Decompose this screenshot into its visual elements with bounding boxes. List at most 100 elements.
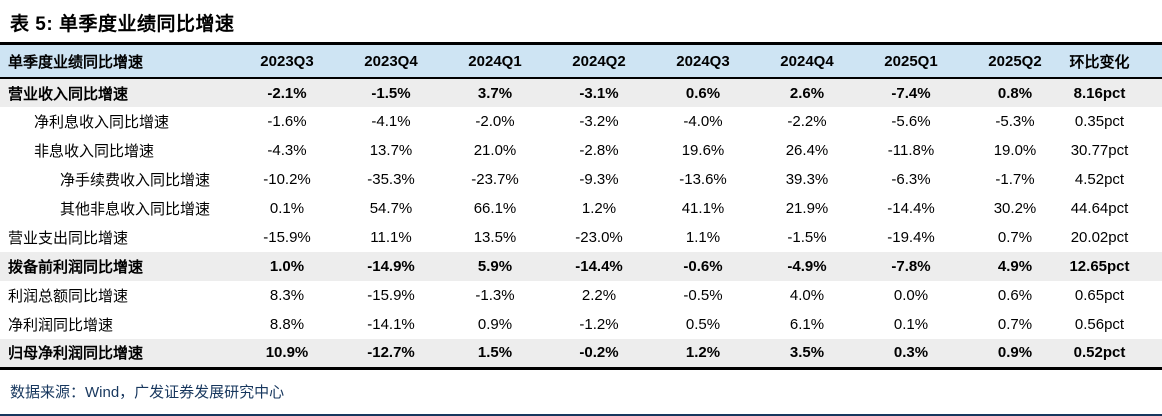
value-cell: -3.2% — [579, 113, 619, 130]
qoq-change-cell: 0.35pct — [1074, 113, 1125, 130]
value-cell: 6.1% — [789, 316, 825, 333]
title-rule — [0, 42, 1162, 45]
value-cell: -15.9% — [367, 287, 415, 304]
value-cell: -0.2% — [547, 339, 651, 370]
value-cell: -9.3% — [579, 171, 619, 188]
column-header: 2024Q3 — [651, 45, 755, 79]
value-cell: -12.7% — [339, 339, 443, 370]
value-cell: -4.3% — [267, 142, 307, 159]
value-cell: 2.2% — [581, 287, 617, 304]
table-row: 营业收入同比增速 -2.1% -1.5% 3.7% -3.1% 0.6% 2.6% -7.4%… — [0, 78, 1162, 107]
value-cell: 21.9% — [785, 200, 829, 217]
row-label: 净手续费收入同比增速 — [60, 172, 211, 189]
qoq-change-cell: 30.77pct — [1070, 142, 1129, 159]
value-cell: -0.6% — [683, 258, 723, 275]
column-header: 单季度业绩同比增速 — [0, 45, 235, 79]
value-cell: 0.6% — [685, 84, 721, 102]
column-header: 2023Q4 — [339, 45, 443, 79]
value-cell: 30.2% — [993, 200, 1037, 217]
table-row: 其他非息收入同比增速 0.1% 54.7% 66.1% 1.2% 41.1% 21.9% -1… — [0, 194, 1162, 223]
value-cell: 0.9% — [477, 316, 513, 333]
value-cell: 13.7% — [369, 142, 413, 159]
value-cell: 0.3% — [859, 339, 963, 370]
row-label: 非息收入同比增速 — [34, 143, 155, 160]
value-cell: 3.5% — [755, 339, 859, 370]
column-header: 2025Q2 — [963, 45, 1067, 79]
value-cell: 54.7% — [369, 200, 413, 217]
qoq-change-cell: 8.16pct — [1073, 84, 1126, 102]
table-body: 营业收入同比增速 -2.1% -1.5% 3.7% -3.1% 0.6% 2.6% -7.4%… — [0, 78, 1162, 370]
table-row: 非息收入同比增速 -4.3% 13.7% 21.0% -2.8% 19.6% 26.4% -1… — [0, 136, 1162, 165]
qoq-change-cell: 0.56pct — [1074, 316, 1125, 333]
value-cell: 13.5% — [473, 229, 517, 246]
value-cell: 0.9% — [963, 339, 1067, 370]
qoq-change-cell: 44.64pct — [1070, 200, 1129, 217]
value-cell: 0.6% — [997, 287, 1033, 304]
value-cell: 3.7% — [477, 84, 513, 102]
row-label: 营业收入同比增速 — [8, 85, 129, 103]
value-cell: -3.1% — [579, 84, 619, 102]
value-cell: 1.5% — [443, 339, 547, 370]
value-cell: -1.5% — [787, 229, 827, 246]
table-header: 单季度业绩同比增速 2023Q3 2023Q4 2024Q1 2024Q2 2024Q3 2… — [0, 45, 1162, 79]
value-cell: -5.6% — [891, 113, 931, 130]
value-cell: 0.8% — [997, 84, 1033, 102]
table-row: 营业支出同比增速 -15.9% 11.1% 13.5% -23.0% 1.1% -1.5% -… — [0, 223, 1162, 252]
value-cell: 5.9% — [477, 258, 513, 275]
value-cell: -1.7% — [995, 171, 1035, 188]
value-cell: -0.5% — [683, 287, 723, 304]
value-cell: 1.0% — [269, 258, 305, 275]
value-cell: -13.6% — [679, 171, 727, 188]
table-header-row: 单季度业绩同比增速 2023Q3 2023Q4 2024Q1 2024Q2 2024Q3 2… — [0, 45, 1162, 79]
value-cell: 0.1% — [893, 316, 929, 333]
value-cell: -4.1% — [371, 113, 411, 130]
value-cell: -1.3% — [475, 287, 515, 304]
value-cell: 19.0% — [993, 142, 1037, 159]
value-cell: -19.4% — [887, 229, 935, 246]
value-cell: -1.6% — [267, 113, 307, 130]
qoq-change-cell: 12.65pct — [1069, 258, 1130, 275]
qoq-change-cell: 4.52pct — [1074, 171, 1125, 188]
value-cell: 8.8% — [269, 316, 305, 333]
value-cell: -14.4% — [887, 200, 935, 217]
qoq-change-cell: 0.65pct — [1074, 287, 1125, 304]
column-header: 2025Q1 — [859, 45, 963, 79]
value-cell: -2.2% — [787, 113, 827, 130]
value-cell: 4.0% — [789, 287, 825, 304]
value-cell: 19.6% — [681, 142, 725, 159]
qoq-change-cell: 20.02pct — [1070, 229, 1129, 246]
value-cell: 39.3% — [785, 171, 829, 188]
value-cell: -35.3% — [367, 171, 415, 188]
value-cell: 8.3% — [269, 287, 305, 304]
row-label: 营业支出同比增速 — [8, 230, 129, 247]
value-cell: 0.5% — [685, 316, 721, 333]
value-cell: -7.4% — [891, 84, 931, 102]
column-header: 2023Q3 — [235, 45, 339, 79]
value-cell: -4.9% — [787, 258, 827, 275]
column-header: 2024Q1 — [443, 45, 547, 79]
row-label: 净利润同比增速 — [8, 317, 114, 334]
row-label: 归母净利润同比增速 — [0, 339, 235, 370]
value-cell: -4.0% — [683, 113, 723, 130]
value-cell: 1.1% — [685, 229, 721, 246]
value-cell: -15.9% — [263, 229, 311, 246]
value-cell: 11.1% — [370, 229, 412, 246]
data-source-note: 数据来源：Wind，广发证券发展研究中心 — [10, 383, 285, 401]
value-cell: 26.4% — [785, 142, 829, 159]
value-cell: -2.1% — [267, 84, 307, 102]
table-row: 净利息收入同比增速 -1.6% -4.1% -2.0% -3.2% -4.0% -2.2% -… — [0, 107, 1162, 136]
qoq-change-cell: 0.52pct — [1067, 339, 1162, 370]
value-cell: -11.8% — [887, 142, 935, 159]
value-cell: 66.1% — [473, 200, 517, 217]
value-cell: -23.7% — [471, 171, 519, 188]
value-cell: 0.7% — [997, 229, 1033, 246]
page-bottom-rule — [0, 414, 1162, 416]
column-header: 2024Q2 — [547, 45, 651, 79]
row-label: 利润总额同比增速 — [8, 288, 129, 305]
table-row: 净利润同比增速 8.8% -14.1% 0.9% -1.2% 0.5% 6.1% 0.1% 0.… — [0, 310, 1162, 339]
value-cell: -2.0% — [475, 113, 515, 130]
table-title: 表 5: 单季度业绩同比增速 — [10, 14, 235, 35]
value-cell: 0.7% — [997, 316, 1033, 333]
value-cell: -1.5% — [371, 84, 411, 102]
